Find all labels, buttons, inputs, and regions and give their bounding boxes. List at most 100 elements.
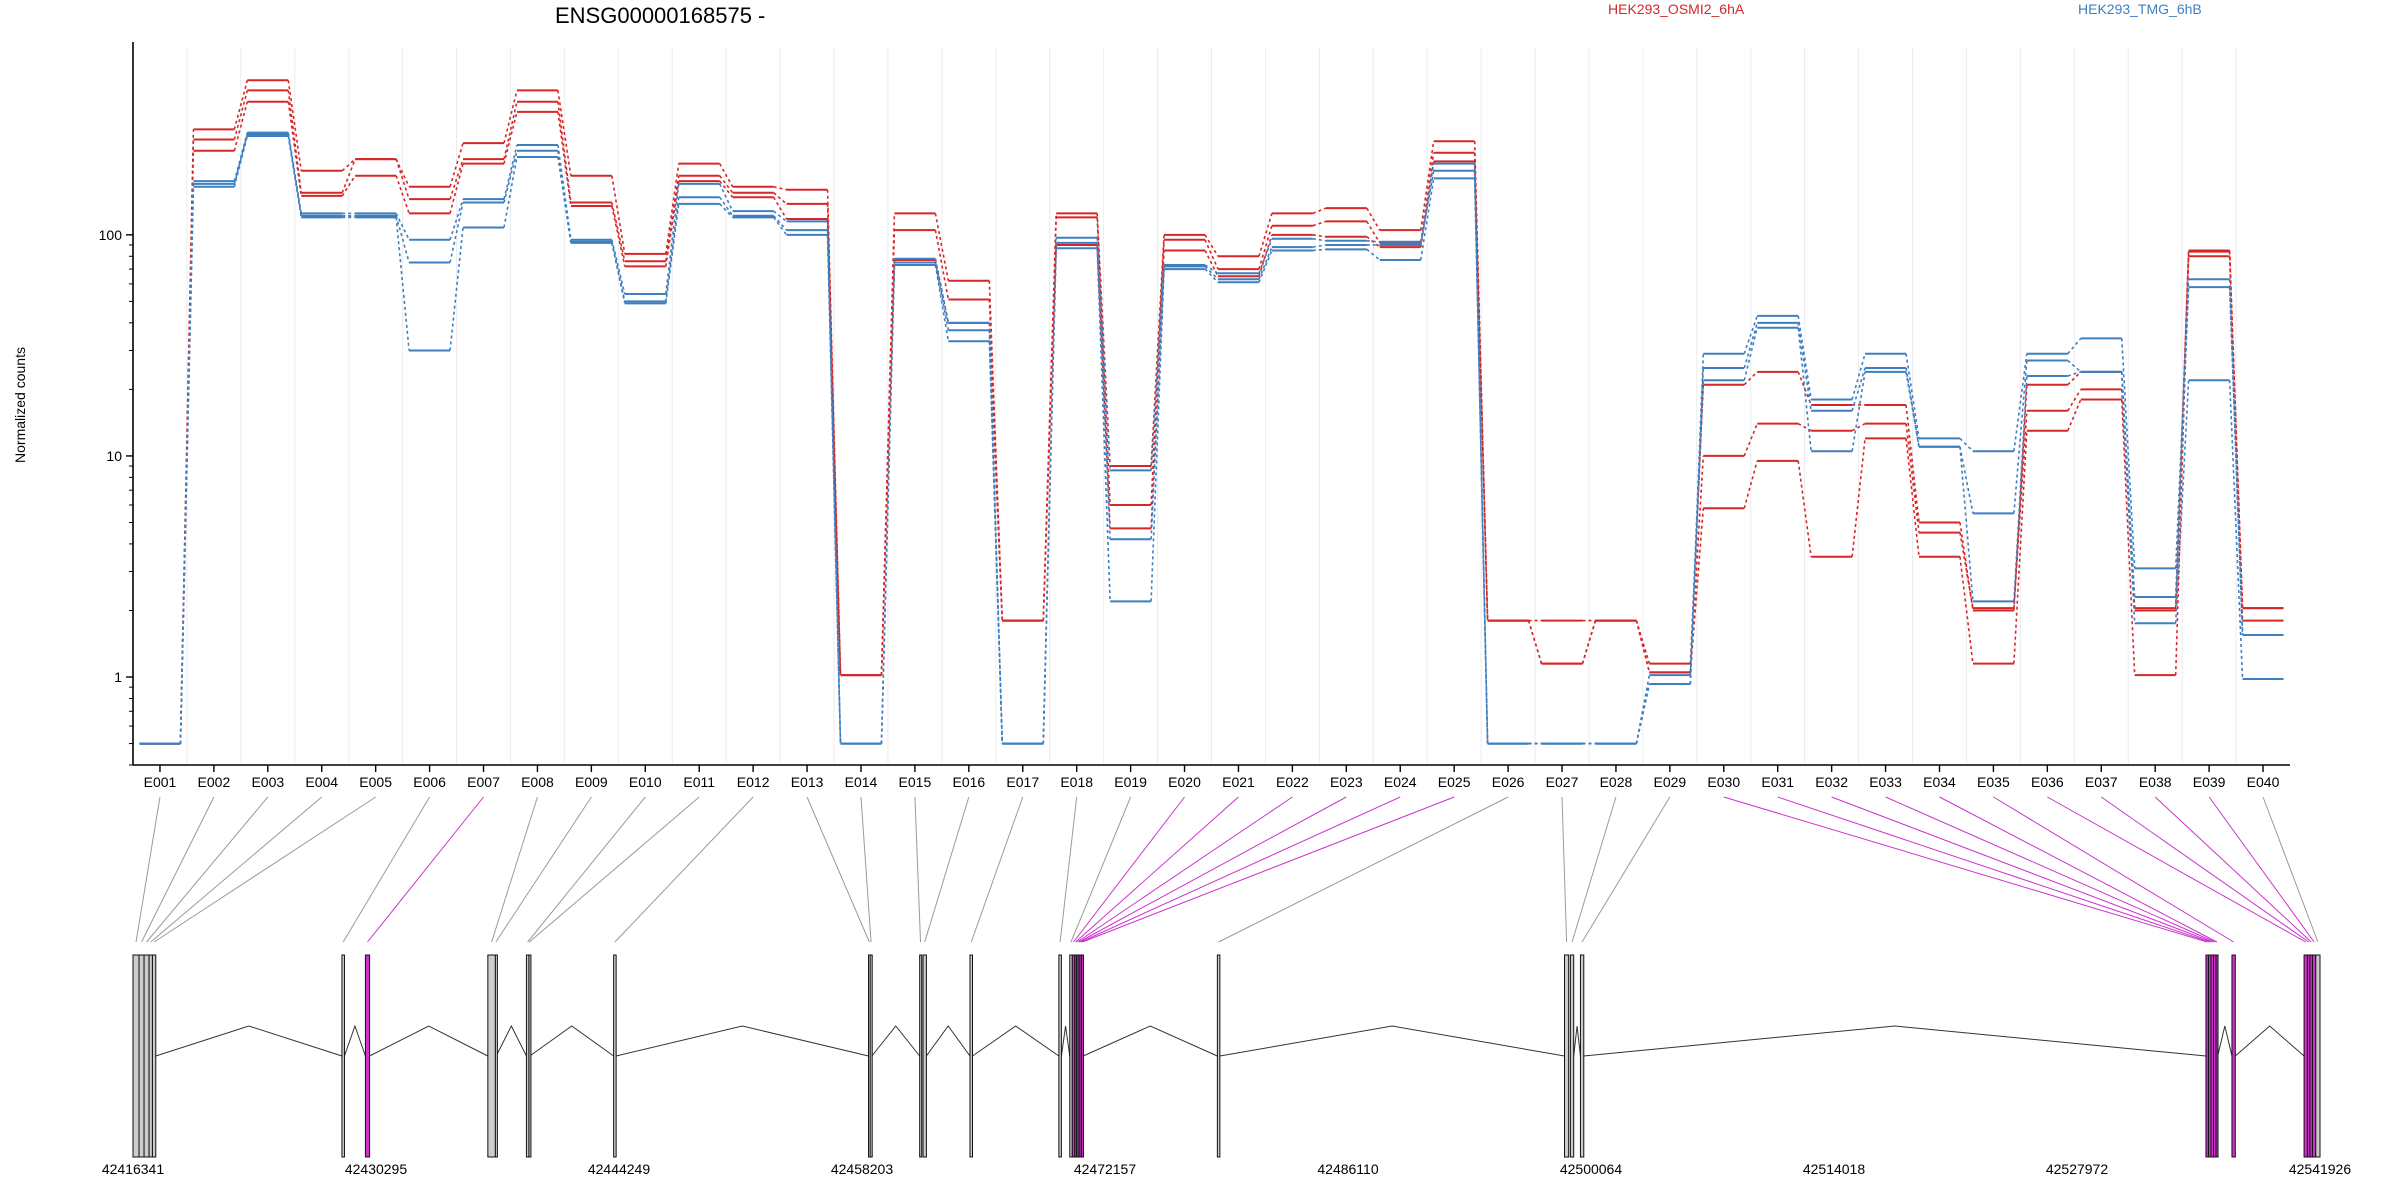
series-step bbox=[2067, 388, 2082, 412]
exon-link-E009 bbox=[495, 796, 592, 943]
series-step bbox=[772, 216, 788, 236]
intron-line bbox=[343, 1024, 366, 1057]
series-step bbox=[719, 196, 734, 217]
series-step bbox=[449, 202, 464, 263]
series-step bbox=[1797, 315, 1812, 400]
series-step bbox=[233, 101, 249, 151]
x-tick-label: E013 bbox=[791, 774, 824, 790]
exon-link-E001 bbox=[135, 796, 161, 943]
series-step bbox=[988, 330, 1004, 744]
series-step bbox=[557, 156, 572, 243]
series-step bbox=[1851, 422, 1866, 432]
series-step bbox=[772, 196, 788, 220]
x-tick-label: E020 bbox=[1168, 774, 1201, 790]
series-step bbox=[1419, 178, 1435, 261]
exon-box-E040 bbox=[2315, 954, 2321, 1158]
legend-entry-tmg: HEK293_TMG_6hB bbox=[2078, 1, 2202, 17]
series-step bbox=[718, 183, 734, 212]
series-step bbox=[395, 175, 410, 214]
series-step bbox=[449, 163, 464, 214]
series-step bbox=[179, 186, 195, 744]
series-step bbox=[664, 183, 680, 295]
series-step bbox=[449, 158, 464, 200]
y-tick-label: 100 bbox=[99, 227, 123, 243]
series-step bbox=[611, 205, 626, 267]
exon-link-E003 bbox=[146, 796, 269, 943]
x-tick-label: E016 bbox=[952, 774, 985, 790]
exon-box-E008 bbox=[487, 954, 496, 1158]
series-step bbox=[1851, 367, 1866, 412]
series-step bbox=[826, 234, 842, 744]
x-tick-label: E040 bbox=[2247, 774, 2280, 790]
series-step bbox=[719, 163, 734, 188]
x-tick-label: E029 bbox=[1654, 774, 1687, 790]
series-step bbox=[1204, 234, 1219, 257]
exon-link-E006 bbox=[342, 796, 431, 943]
series-step bbox=[1042, 248, 1057, 744]
series-step bbox=[287, 135, 303, 218]
series-step bbox=[773, 185, 787, 191]
exon-link-E002 bbox=[141, 796, 215, 943]
x-tick-label: E034 bbox=[1923, 774, 1956, 790]
genomic-coordinate-label: 42541926 bbox=[2289, 1161, 2352, 1177]
series-step bbox=[1905, 404, 1920, 523]
exon-link-E036 bbox=[2047, 796, 2306, 943]
x-tick-label: E014 bbox=[845, 774, 878, 790]
series-step bbox=[503, 101, 518, 160]
series-step bbox=[233, 135, 249, 187]
series-step bbox=[1959, 522, 1974, 611]
exon-box-E034 bbox=[2215, 954, 2219, 1158]
x-tick-label: E005 bbox=[359, 774, 392, 790]
exon-link-layer bbox=[135, 796, 2319, 943]
genomic-coordinate-label: 42444249 bbox=[588, 1161, 651, 1177]
exon-box-E018 bbox=[1058, 954, 1062, 1158]
x-tick-label: E017 bbox=[1006, 774, 1039, 790]
intron-line bbox=[1219, 1025, 1565, 1057]
series-step bbox=[1905, 371, 1920, 447]
intron-line bbox=[925, 1025, 971, 1057]
exon-box-E002 bbox=[138, 954, 145, 1158]
series-step bbox=[1258, 238, 1273, 274]
series-step bbox=[2013, 384, 2028, 611]
series-step bbox=[773, 210, 788, 223]
series-step bbox=[826, 218, 842, 676]
exon-link-E013 bbox=[806, 796, 870, 943]
exon-link-E018 bbox=[1059, 796, 1078, 943]
series-step bbox=[557, 90, 572, 176]
series-step bbox=[1959, 532, 1974, 609]
genomic-coordinate-label: 42527972 bbox=[2046, 1161, 2109, 1177]
series-step bbox=[1204, 239, 1219, 270]
exon-box-E012 bbox=[613, 954, 617, 1158]
series-layer bbox=[139, 79, 2284, 745]
series-step bbox=[1366, 248, 1381, 261]
series-step bbox=[1150, 265, 1165, 471]
series-step bbox=[1473, 178, 1489, 744]
series-step bbox=[1312, 234, 1326, 238]
series-step bbox=[1312, 220, 1327, 227]
exon-link-E032 bbox=[1831, 796, 2213, 943]
x-tick-label: E008 bbox=[521, 774, 554, 790]
x-tick-label: E002 bbox=[198, 774, 231, 790]
series-step bbox=[1635, 683, 1651, 744]
exon-box-E017 bbox=[969, 954, 974, 1158]
series-step bbox=[2174, 380, 2190, 624]
genomic-coordinate-label: 42500064 bbox=[1560, 1161, 1623, 1177]
series-step bbox=[1258, 213, 1273, 257]
exon-link-E039 bbox=[2208, 796, 2315, 943]
x-tick-label: E024 bbox=[1384, 774, 1417, 790]
intron-line bbox=[1573, 1025, 1581, 1057]
exon-link-E026 bbox=[1218, 796, 1509, 943]
series-step bbox=[1419, 141, 1435, 231]
series-step bbox=[1743, 315, 1758, 354]
series-step bbox=[1635, 620, 1651, 673]
series-step bbox=[1959, 446, 1974, 514]
exon-link-E020 bbox=[1073, 796, 1185, 943]
series-step bbox=[2013, 360, 2028, 514]
exon-link-E005 bbox=[153, 796, 376, 943]
series-step bbox=[1312, 237, 1326, 242]
y-tick-label: 10 bbox=[106, 448, 122, 464]
series-step bbox=[1312, 244, 1326, 248]
x-tick-label: E036 bbox=[2031, 774, 2064, 790]
